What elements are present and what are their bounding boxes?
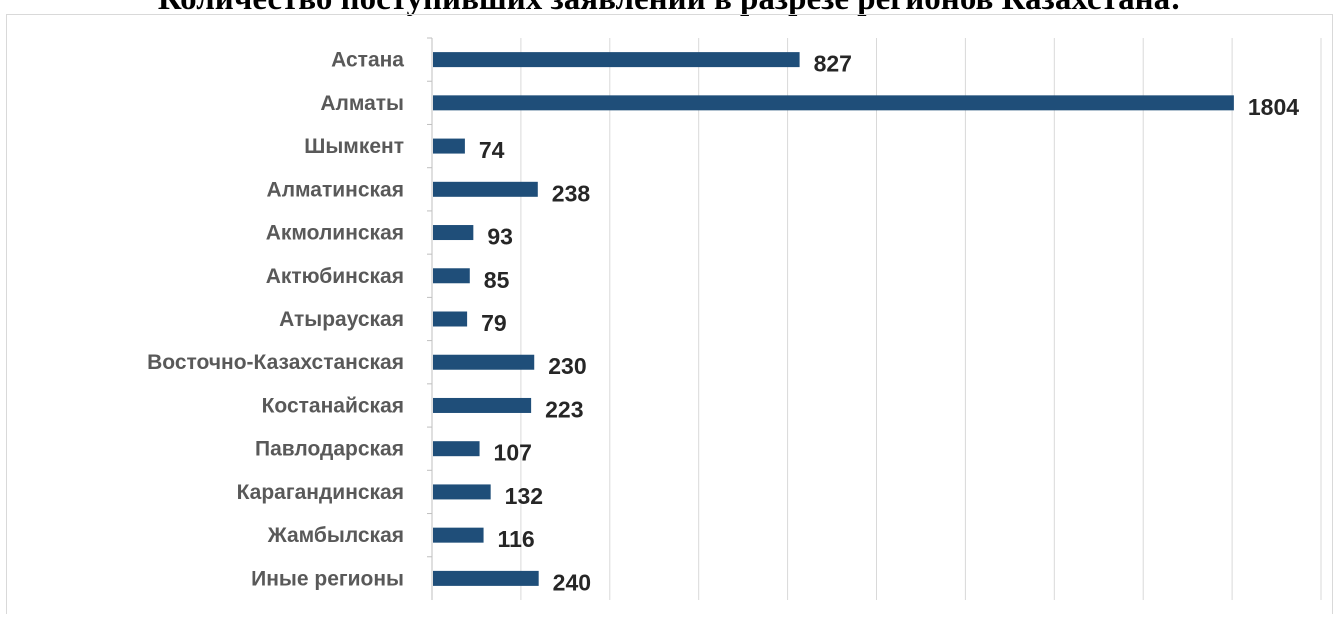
bar [433, 570, 539, 586]
bar [433, 441, 480, 457]
category-label: Алматы [320, 92, 404, 115]
bar [433, 354, 535, 370]
bar [433, 52, 800, 68]
data-label: 1804 [1248, 94, 1299, 120]
category-label: Костанайская [262, 394, 404, 417]
data-label: 116 [498, 526, 535, 552]
bar [433, 268, 470, 284]
data-label: 132 [505, 483, 543, 509]
category-label: Акмолинская [266, 222, 404, 245]
bar [433, 311, 468, 327]
category-label: Жамбылская [267, 524, 404, 547]
data-label: 74 [479, 137, 505, 163]
category-label: Иные регионы [251, 567, 404, 590]
data-label: 107 [494, 440, 532, 466]
bar [433, 225, 474, 241]
category-label: Астана [331, 49, 404, 72]
category-label: Шымкент [304, 135, 404, 158]
bar [433, 397, 532, 413]
category-label: Алматинская [267, 178, 404, 201]
bar [433, 484, 491, 500]
data-label: 240 [553, 569, 591, 595]
bar [433, 527, 484, 543]
data-label: 85 [484, 267, 510, 293]
data-label: 238 [552, 180, 591, 206]
category-label: Павлодарская [255, 438, 404, 461]
bar [433, 138, 465, 154]
data-label: 827 [814, 51, 852, 77]
bar [433, 95, 1234, 111]
category-label: Карагандинская [237, 481, 404, 504]
data-label: 93 [487, 224, 513, 250]
category-label: Атырауская [279, 308, 404, 331]
chart-title: Количество поступивших заявлений в разре… [0, 0, 1339, 19]
data-label: 223 [545, 396, 583, 422]
category-label: Восточно-Казахстанская [147, 351, 404, 374]
bar [433, 181, 538, 197]
category-label: Актюбинская [266, 265, 404, 288]
chart-frame [6, 14, 1333, 614]
data-label: 79 [481, 310, 507, 336]
data-label: 230 [548, 353, 586, 379]
